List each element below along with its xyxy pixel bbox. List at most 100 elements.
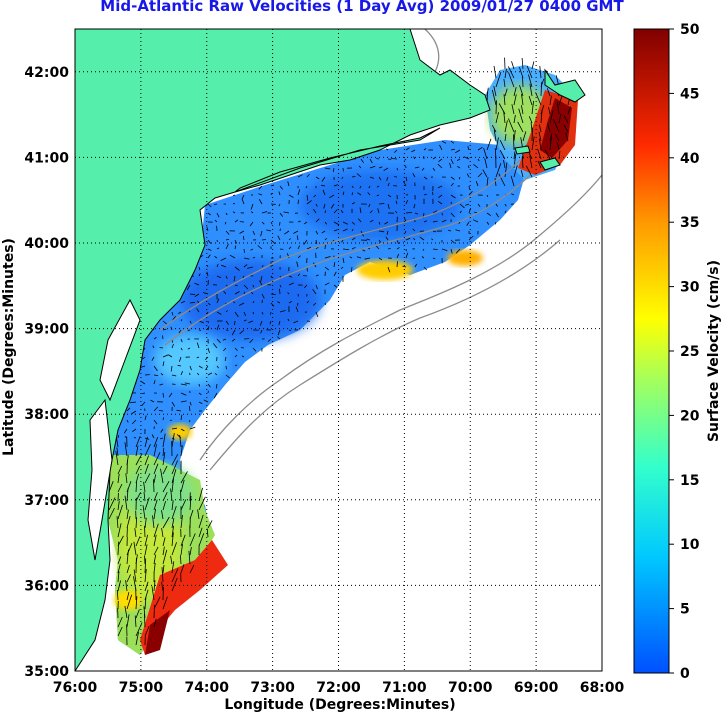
velocity-arrow [160, 428, 164, 433]
velocity-arrow [450, 148, 455, 151]
velocity-arrow [378, 176, 382, 181]
velocity-arrow [135, 622, 143, 637]
velocity-arrow [126, 515, 131, 529]
velocity-arrow [234, 219, 239, 223]
velocity-arrow [153, 618, 157, 628]
velocity-arrow [180, 514, 183, 529]
velocity-arrow [241, 194, 245, 200]
velocity-arrow [135, 596, 138, 610]
velocity-arrow [241, 355, 245, 358]
velocity-arrow [437, 185, 443, 189]
velocity-arrow [187, 347, 191, 350]
velocity-arrow [538, 131, 542, 142]
velocity-arrow [495, 100, 497, 115]
velocity-arrow [303, 239, 308, 245]
velocity-arrow [472, 219, 479, 223]
velocity-arrow [243, 291, 246, 295]
velocity-arrow [126, 509, 129, 520]
longitude-tick-label: 70:00 [448, 680, 493, 696]
velocity-arrow [126, 419, 129, 423]
latitude-tick-label: 41:00 [24, 150, 69, 166]
velocity-arrow [495, 112, 499, 124]
velocity-arrow [171, 311, 174, 316]
velocity-arrow [117, 435, 120, 439]
velocity-arrow [279, 221, 281, 226]
velocity-arrow [450, 201, 452, 205]
velocity-arrow [153, 499, 158, 511]
velocity-arrow [394, 149, 398, 153]
velocity-arrow [315, 218, 320, 223]
velocity-arrow [287, 292, 290, 295]
velocity-arrow [517, 121, 524, 133]
velocity-arrow [279, 284, 282, 288]
hotspot-hatteras [140, 540, 228, 655]
velocity-arrow [198, 401, 203, 404]
velocity-arrow [252, 230, 256, 236]
velocity-arrow [189, 401, 192, 406]
velocity-arrow [220, 257, 227, 261]
velocity-arrow [189, 365, 192, 371]
velocity-arrow [535, 92, 542, 106]
velocity-arrow [131, 419, 137, 425]
velocity-arrow [447, 229, 452, 232]
velocity-arrow [144, 444, 151, 457]
x-axis-label: Longitude (Degrees:Minutes) [224, 697, 455, 713]
velocity-arrow [153, 336, 157, 340]
velocity-arrow [432, 230, 437, 233]
velocity-arrow [261, 221, 265, 225]
velocity-arrow [324, 221, 328, 225]
velocity-arrow [133, 437, 137, 439]
velocity-arrow [513, 114, 516, 124]
velocity-arrow [423, 193, 427, 196]
velocity-arrow [293, 230, 299, 234]
velocity-arrow [513, 165, 518, 178]
velocity-arrow [279, 310, 286, 313]
velocity-arrow [225, 275, 228, 279]
longitude-tick-label: 75:00 [119, 680, 164, 696]
velocity-arrow [277, 235, 281, 241]
velocity-arrow [187, 329, 191, 332]
velocity-arrow [144, 558, 147, 574]
velocity-arrow [556, 101, 560, 115]
velocity-arrow [547, 123, 551, 133]
velocity-arrow [117, 571, 120, 583]
velocity-arrow [123, 428, 128, 434]
velocity-arrow [180, 534, 186, 547]
velocity-arrow [297, 245, 301, 250]
velocity-arrow [144, 415, 147, 421]
velocity-arrow [277, 329, 281, 336]
velocity-arrow [144, 497, 150, 511]
velocity-arrow [386, 148, 389, 151]
velocity-arrow [180, 300, 186, 304]
velocity-arrow [125, 473, 128, 484]
velocity-arrow [180, 338, 183, 343]
velocity-arrow [306, 173, 310, 178]
velocity-arrow [387, 194, 392, 198]
velocity-arrow [135, 631, 139, 646]
velocity-arrow [288, 194, 294, 198]
velocity-arrow [351, 185, 354, 189]
colorbar-ticks: 0 5 10 15 20 25 30 35 40 45 50 [669, 22, 700, 682]
velocity-arrow [423, 176, 428, 180]
velocity-arrow [529, 155, 533, 169]
velocity-arrow [117, 501, 120, 511]
velocity-arrow [288, 282, 294, 286]
velocity-arrow [279, 288, 281, 295]
velocity-arrow [196, 342, 200, 349]
velocity-arrow [544, 149, 551, 160]
velocity-arrow [161, 581, 164, 592]
velocity-arrow [153, 479, 155, 493]
velocity-arrow [178, 311, 182, 314]
velocity-arrow [180, 371, 183, 376]
velocity-arrow [242, 275, 245, 279]
velocity-arrow [377, 208, 380, 214]
velocity-arrow [188, 419, 191, 423]
velocity-arrow [549, 110, 554, 124]
velocity-arrow [367, 192, 371, 196]
velocity-arrow [231, 338, 236, 342]
velocity-arrow [548, 107, 551, 115]
velocity-arrow [529, 83, 533, 97]
velocity-arrow [161, 510, 164, 520]
velocity-arrow [513, 87, 517, 97]
velocity-arrow [499, 140, 506, 151]
